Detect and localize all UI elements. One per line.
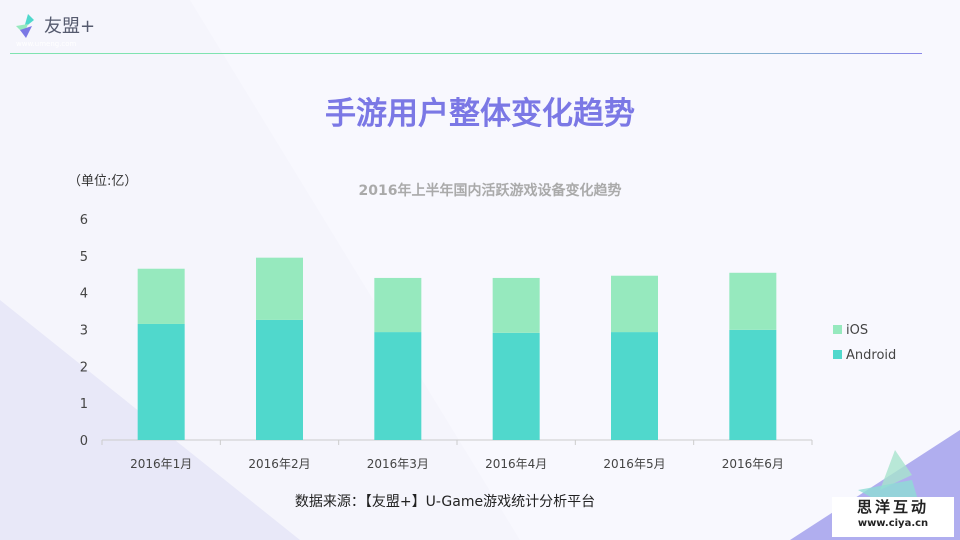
bar-ios [729,272,777,330]
legend-label: Android [846,348,896,363]
y-tick-label: 6 [80,213,88,228]
x-tick-label: 2016年4月 [485,457,547,471]
data-source: 数据来源：【友盟+】U-Game游戏统计分析平台 [294,494,596,510]
x-tick-label: 2016年1月 [130,457,192,471]
bar-ios [492,277,540,333]
bar-android [137,323,185,440]
x-tick-label: 2016年6月 [722,457,784,471]
x-tick-label: 2016年3月 [367,457,429,471]
x-tick-label: 2016年5月 [603,457,665,471]
bar-ios [256,257,303,320]
y-tick-label: 4 [80,287,88,302]
bar-android [729,329,777,440]
bar-android [256,319,303,440]
page-title: 手游用户整体变化趋势 [325,96,635,132]
chart-title: 2016年上半年国内活跃游戏设备变化趋势 [358,183,622,199]
y-tick-label: 2 [80,360,88,375]
bar-ios [611,275,658,333]
watermark: 思洋互动 www.ciya.cn [832,497,954,537]
watermark-name: 思洋互动 [856,498,929,516]
legend-swatch-android [833,350,842,359]
bar-android [374,332,422,440]
bar-ios [137,268,185,324]
y-tick-label: 0 [80,434,88,449]
logo: 友盟+ [14,12,95,38]
bar-android [492,332,540,440]
logo-url: www.umeng.com [16,40,77,48]
bar-ios [374,277,422,333]
logo-bird-icon [16,14,34,38]
legend-swatch-ios [833,325,842,334]
legend-label: iOS [846,323,868,338]
logo-text: 友盟+ [44,16,96,37]
y-tick-label: 5 [80,250,88,265]
bar-android [611,332,658,440]
y-axis-unit-label: （单位:亿） [68,174,138,189]
y-tick-label: 3 [80,324,88,339]
header-divider [10,53,922,54]
watermark-url: www.ciya.cn [857,518,929,529]
y-tick-label: 1 [80,397,88,412]
x-tick-label: 2016年2月 [248,457,310,471]
